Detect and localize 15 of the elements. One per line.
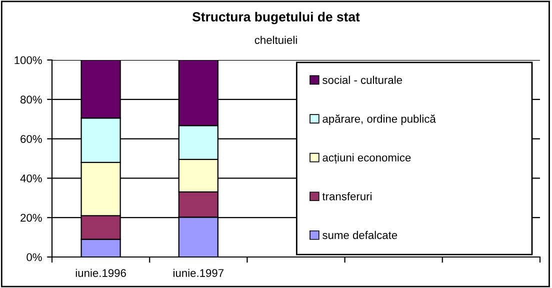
y-tick-label: 60% xyxy=(20,135,42,143)
x-tick-label: iunie.1996 xyxy=(76,268,126,277)
legend-label: acțiuni economice xyxy=(322,153,411,164)
legend-label: social - culturale xyxy=(322,76,402,84)
legend-label: sume defalcate xyxy=(322,230,398,240)
legend-label: transferuri xyxy=(322,192,372,200)
y-tick-label: 0% xyxy=(26,253,42,262)
y-tick-label: 20% xyxy=(20,214,42,222)
x-tick-label: iunie.1997 xyxy=(174,268,224,277)
legend-label: apărare, ordine publică xyxy=(322,114,436,125)
y-tick-label: 100% xyxy=(14,56,42,64)
y-tick-label: 80% xyxy=(20,96,42,104)
chart-subtitle: cheltuieli xyxy=(254,36,297,44)
chart-title: Structura bugetului de stat xyxy=(192,12,360,24)
y-tick-label: 40% xyxy=(20,174,42,182)
